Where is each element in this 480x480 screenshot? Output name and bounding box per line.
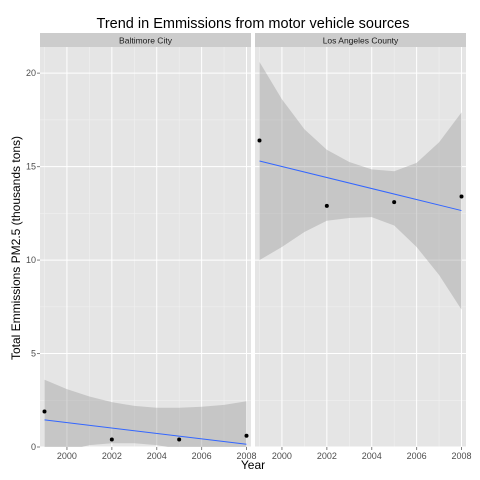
- facet-strip-label: Los Angeles County: [323, 36, 399, 46]
- data-point: [257, 138, 262, 143]
- facet-strip: [40, 33, 251, 47]
- x-tick-label: 2006: [192, 451, 212, 461]
- panel-background: [255, 47, 466, 447]
- y-axis-title: Total Emmissions PM2.5 (thousands tons): [9, 136, 23, 360]
- x-tick-label: 2008: [236, 451, 256, 461]
- x-axis-title: Year: [241, 458, 265, 472]
- data-point: [42, 409, 47, 414]
- trend-line: [44, 419, 247, 445]
- x-tick-label: 2004: [362, 451, 382, 461]
- facet-panels: 0 5 10 15 20 Baltimore City 2000 2002 2004 2006 20…: [26, 33, 472, 461]
- data-point: [392, 200, 397, 205]
- y-tick-label: 10: [26, 255, 36, 265]
- y-tick-label: 15: [26, 162, 36, 172]
- confidence-band: [44, 379, 247, 447]
- facet-strip-label: Baltimore City: [119, 36, 173, 46]
- y-tick-label: 0: [31, 442, 36, 452]
- data-point: [459, 194, 464, 199]
- x-tick-label: 2006: [407, 451, 427, 461]
- x-tick-label: 2008: [451, 451, 471, 461]
- x-tick-label: 2002: [102, 451, 122, 461]
- chart-title: Trend in Emmissions from motor vehicle s…: [97, 16, 410, 32]
- facet-panel-1: Baltimore City 2000 2002 2004 2006 2008: [40, 33, 257, 461]
- data-point: [324, 203, 329, 208]
- data-point: [244, 433, 249, 438]
- x-tick-label: 2004: [147, 451, 167, 461]
- y-tick-label: 5: [31, 349, 36, 359]
- facet-panel-2: Los Angeles County 2000 2002 2004 2006 2008: [255, 33, 472, 461]
- x-tick-label: 2002: [317, 451, 337, 461]
- data-point: [109, 437, 114, 442]
- facet-strip: [255, 33, 466, 47]
- panel-background: [40, 47, 251, 447]
- x-tick-label: 2000: [57, 451, 77, 461]
- y-tick-label: 20: [26, 68, 36, 78]
- trend-line: [259, 160, 462, 212]
- data-point: [177, 437, 182, 442]
- x-tick-label: 2000: [272, 451, 292, 461]
